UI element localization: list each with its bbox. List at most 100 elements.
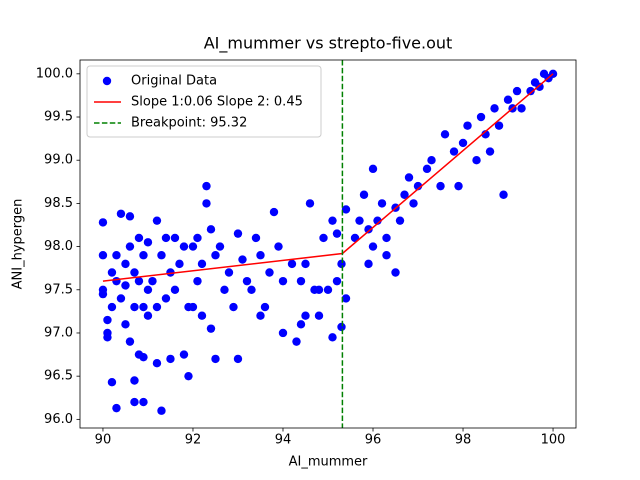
- data-point: [170, 285, 180, 294]
- data-point: [112, 403, 121, 413]
- data-point: [323, 285, 333, 294]
- data-point: [373, 216, 382, 225]
- data-point: [382, 251, 391, 260]
- data-point: [296, 276, 306, 286]
- data-point: [490, 104, 499, 113]
- data-point: [328, 216, 337, 225]
- data-point: [157, 251, 166, 260]
- data-point: [368, 242, 378, 251]
- data-point: [256, 251, 265, 260]
- data-point: [116, 209, 126, 218]
- data-point: [319, 233, 328, 243]
- x-tick-label: 100: [541, 433, 566, 448]
- data-point: [409, 199, 418, 208]
- data-point: [328, 333, 337, 342]
- data-point: [503, 95, 513, 104]
- data-point: [161, 294, 171, 303]
- data-point: [125, 212, 135, 221]
- y-tick-label: 99.0: [44, 153, 73, 168]
- data-point: [143, 311, 153, 320]
- data-point: [458, 138, 468, 148]
- data-point: [400, 190, 409, 199]
- data-point: [125, 337, 135, 346]
- data-point: [337, 322, 346, 332]
- data-point: [197, 311, 207, 320]
- data-point: [337, 259, 346, 269]
- x-tick-label: 90: [95, 433, 112, 448]
- data-point: [98, 218, 108, 227]
- data-point: [220, 285, 229, 294]
- data-point: [269, 207, 279, 217]
- data-point: [143, 285, 153, 294]
- data-point: [404, 173, 414, 182]
- data-point: [166, 268, 175, 277]
- data-point: [202, 181, 211, 191]
- data-point: [481, 130, 490, 139]
- axes-frame: [79, 59, 577, 429]
- data-point: [517, 104, 526, 113]
- data-point: [98, 289, 108, 299]
- data-point: [476, 112, 486, 122]
- data-point: [305, 199, 315, 208]
- data-point: [233, 354, 243, 364]
- data-point: [121, 281, 130, 290]
- data-point: [206, 225, 216, 234]
- data-point: [107, 378, 117, 387]
- data-point: [296, 320, 306, 329]
- y-tick-label: 96.5: [44, 369, 73, 384]
- y-tick-label: 96.0: [44, 412, 73, 427]
- data-point: [287, 259, 297, 269]
- y-tick-label: 97.0: [44, 325, 73, 340]
- data-point: [233, 229, 243, 238]
- data-point: [184, 371, 193, 381]
- y-axis-label: ANI_hypergen: [11, 199, 26, 290]
- data-point: [152, 302, 162, 312]
- data-point: [301, 311, 310, 320]
- x-tick-label: 98: [455, 433, 472, 448]
- data-point: [440, 130, 450, 139]
- data-point: [143, 238, 153, 247]
- data-point: [377, 199, 387, 208]
- data-point: [242, 276, 252, 286]
- chart-title: AI_mummer vs strepto-five.out: [204, 34, 453, 54]
- data-point: [485, 147, 495, 156]
- data-point: [130, 268, 139, 277]
- data-point: [391, 268, 400, 277]
- y-tick-label: 97.5: [44, 282, 73, 297]
- data-point: [364, 259, 373, 269]
- data-point: [121, 320, 130, 329]
- data-point: [256, 311, 265, 320]
- data-point: [314, 311, 324, 320]
- data-point: [112, 251, 121, 260]
- x-tick-label: 92: [185, 433, 202, 448]
- data-point: [103, 333, 112, 342]
- data-point: [332, 276, 342, 286]
- data-point: [427, 156, 436, 165]
- data-point: [134, 276, 144, 286]
- data-point: [157, 406, 166, 415]
- data-point: [179, 350, 189, 359]
- data-point: [368, 164, 378, 174]
- data-point: [359, 190, 369, 199]
- data-point: [265, 268, 274, 277]
- data-point: [422, 164, 432, 174]
- data-point: [107, 268, 117, 277]
- data-point: [152, 359, 162, 368]
- data-point: [175, 259, 184, 269]
- data-point: [125, 242, 135, 251]
- data-point: [121, 259, 130, 269]
- x-tick-label: 96: [365, 433, 382, 448]
- data-point: [238, 255, 247, 264]
- data-point: [247, 285, 256, 294]
- data-point: [179, 242, 189, 251]
- data-point: [166, 354, 175, 364]
- y-tick-label: 98.0: [44, 239, 73, 254]
- data-point: [116, 294, 126, 303]
- data-point: [130, 397, 139, 407]
- data-point: [499, 190, 508, 199]
- data-point: [472, 156, 481, 165]
- data-point: [314, 285, 324, 294]
- data-point: [206, 324, 216, 333]
- data-point: [364, 225, 373, 234]
